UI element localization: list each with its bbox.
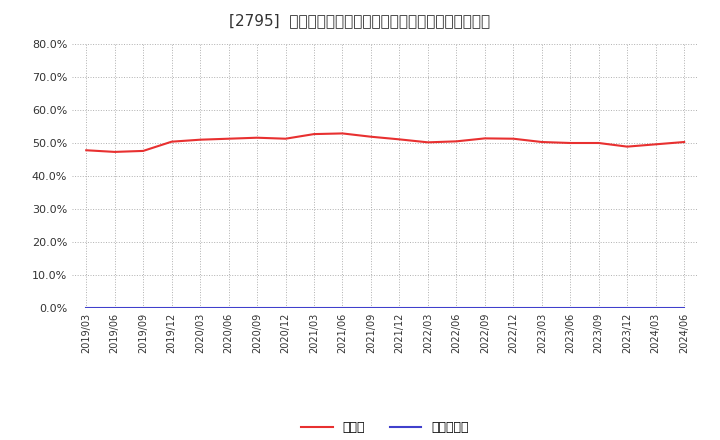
現預金 <box>623 144 631 149</box>
現預金 <box>680 139 688 145</box>
有利子負債 <box>537 305 546 311</box>
Legend: 現預金, 有利子負債: 現預金, 有利子負債 <box>297 416 474 439</box>
現預金 <box>225 136 233 141</box>
有利子負債 <box>338 305 347 311</box>
有利子負債 <box>423 305 432 311</box>
現預金 <box>480 136 489 141</box>
有利子負債 <box>282 305 290 311</box>
有利子負債 <box>595 305 603 311</box>
有利子負債 <box>509 305 518 311</box>
有利子負債 <box>82 305 91 311</box>
有利子負債 <box>310 305 318 311</box>
現預金 <box>110 149 119 154</box>
現預金 <box>310 132 318 137</box>
現預金 <box>366 134 375 139</box>
有利子負債 <box>366 305 375 311</box>
現預金 <box>652 142 660 147</box>
有利子負債 <box>452 305 461 311</box>
有利子負債 <box>566 305 575 311</box>
有利子負債 <box>395 305 404 311</box>
現預金 <box>282 136 290 141</box>
現預金 <box>537 139 546 145</box>
有利子負債 <box>652 305 660 311</box>
現預金 <box>395 137 404 142</box>
有利子負債 <box>167 305 176 311</box>
Line: 現預金: 現預金 <box>86 133 684 152</box>
有利子負債 <box>110 305 119 311</box>
Text: [2795]  現預金、有利子負債の総資産に対する比率の推移: [2795] 現預金、有利子負債の総資産に対する比率の推移 <box>230 13 490 28</box>
現預金 <box>167 139 176 144</box>
有利子負債 <box>139 305 148 311</box>
有利子負債 <box>480 305 489 311</box>
有利子負債 <box>623 305 631 311</box>
現預金 <box>82 148 91 153</box>
現預金 <box>595 140 603 146</box>
現預金 <box>338 131 347 136</box>
有利子負債 <box>225 305 233 311</box>
有利子負債 <box>680 305 688 311</box>
現預金 <box>452 139 461 144</box>
現預金 <box>196 137 204 142</box>
現預金 <box>566 140 575 146</box>
現預金 <box>423 140 432 145</box>
現預金 <box>139 148 148 154</box>
現預金 <box>509 136 518 141</box>
有利子負債 <box>196 305 204 311</box>
現預金 <box>253 135 261 140</box>
有利子負債 <box>253 305 261 311</box>
